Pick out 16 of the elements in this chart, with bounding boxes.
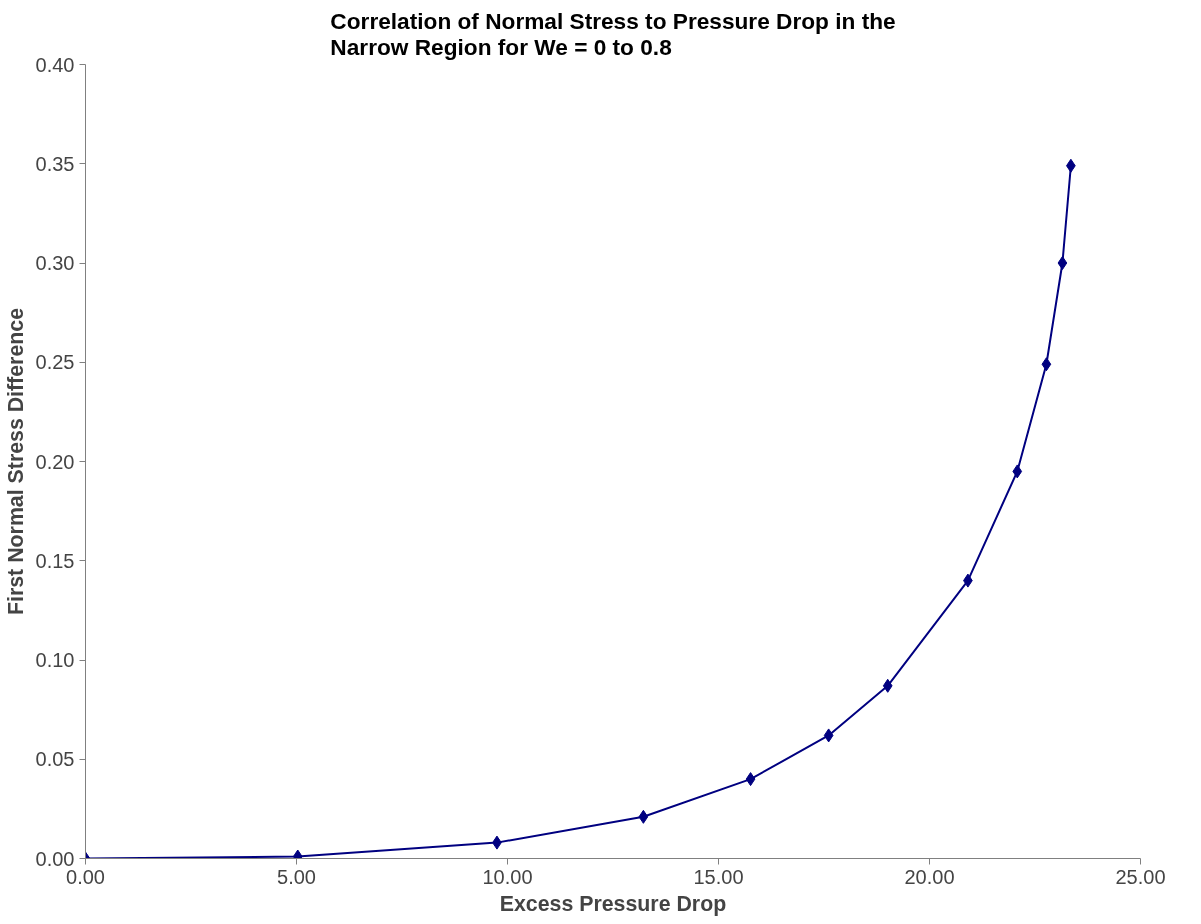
y-tick-label: 0.10 [35, 649, 75, 671]
x-axis-title: Excess Pressure Drop [499, 891, 727, 916]
x-tick-label: 5.00 [277, 865, 316, 888]
y-tick-label: 0.30 [35, 252, 75, 274]
x-tick-label: 20.00 [904, 865, 955, 888]
y-tick-label: 0.35 [35, 152, 75, 175]
y-tick-label: 0.15 [35, 549, 75, 572]
y-tick-label: 0.25 [35, 351, 75, 374]
y-tick-label: 0.40 [35, 53, 75, 76]
y-tick-label: 0.20 [35, 450, 75, 473]
y-tick-label: 0.05 [35, 748, 75, 771]
y-axis-title: First Normal Stress Difference [3, 307, 28, 615]
x-tick-label: 15.00 [693, 865, 744, 888]
chart-title: Correlation of Normal Stress to Pressure Drop in the Narrow Region for We = 0 to 0.8 [330, 7, 896, 60]
x-tick-label: 25.00 [1115, 865, 1166, 888]
x-tick-label: 10.00 [482, 865, 533, 888]
